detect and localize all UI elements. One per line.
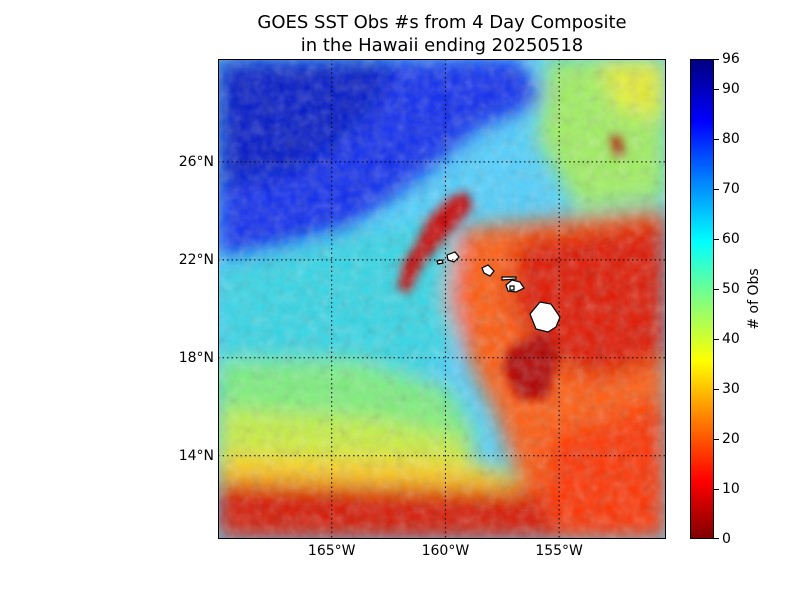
island-lanai bbox=[509, 285, 515, 291]
colorbar-tick-label: 70 bbox=[722, 181, 740, 197]
colorbar-tick-label: 60 bbox=[722, 231, 740, 247]
island-niihau bbox=[436, 259, 444, 265]
colorbar-tick-label: 10 bbox=[722, 481, 740, 497]
lat-label-14n: 14°N bbox=[178, 447, 214, 464]
colorbar-tick bbox=[714, 89, 719, 90]
colorbar-tick-label: 40 bbox=[722, 331, 740, 347]
island-molokai bbox=[501, 276, 517, 281]
sst-observation-map bbox=[218, 59, 666, 539]
lon-label-165w: 165°W bbox=[307, 543, 356, 559]
colorbar-tick bbox=[714, 239, 719, 240]
colorbar-tick bbox=[714, 189, 719, 190]
colorbar-tick-label: 20 bbox=[722, 431, 740, 447]
map-title-line-2: in the Hawaii ending 20250518 bbox=[300, 35, 584, 56]
lat-label-22n: 22°N bbox=[178, 251, 214, 268]
graticule bbox=[218, 59, 666, 539]
lat-label-26n: 26°N bbox=[178, 153, 214, 170]
lon-label-160w: 160°W bbox=[421, 543, 470, 559]
map-frame bbox=[218, 59, 666, 539]
colorbar-tick-label: 90 bbox=[722, 81, 740, 97]
colorbar-tick bbox=[714, 339, 719, 340]
island-oahu bbox=[481, 264, 495, 277]
lat-label-18n: 18°N bbox=[178, 349, 214, 366]
colorbar-tick bbox=[714, 289, 719, 290]
island-hawaii bbox=[529, 301, 561, 333]
colorbar-label: # of Obs bbox=[746, 268, 762, 330]
colorbar-tick-label: 0 bbox=[722, 531, 731, 547]
colorbar-tick-label: 96 bbox=[722, 51, 740, 67]
colorbar bbox=[690, 59, 714, 539]
colorbar-tick bbox=[714, 538, 719, 539]
colorbar-tick bbox=[714, 59, 719, 60]
data-field bbox=[218, 59, 666, 539]
colorbar-tick-label: 50 bbox=[722, 281, 740, 297]
colorbar-tick-label: 80 bbox=[722, 131, 740, 147]
colorbar-tick bbox=[714, 489, 719, 490]
lon-label-155w: 155°W bbox=[535, 543, 583, 559]
colorbar-tick bbox=[714, 139, 719, 140]
map-title-line-1: GOES SST Obs #s from 4 Day Composite bbox=[257, 12, 627, 33]
colorbar-tick bbox=[714, 389, 719, 390]
colorbar-tick bbox=[714, 439, 719, 440]
colorbar-tick-label: 30 bbox=[722, 381, 740, 397]
hawaiian-islands bbox=[436, 251, 561, 333]
